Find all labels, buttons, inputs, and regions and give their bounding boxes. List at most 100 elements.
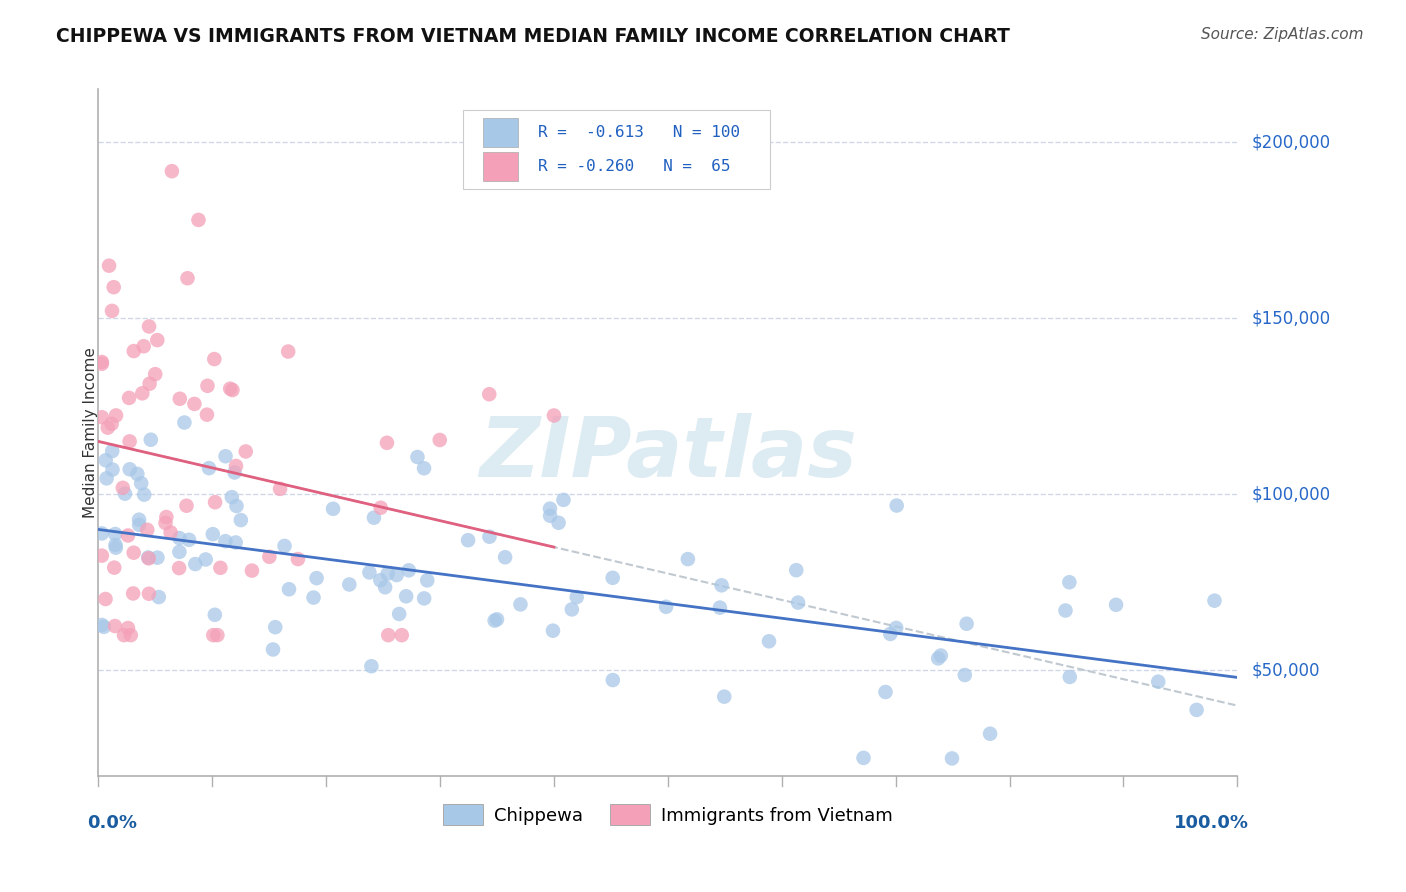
- Point: [131, 386, 153, 401]
- Point: [956, 616, 979, 631]
- Point: [1105, 598, 1128, 612]
- Point: [225, 535, 247, 549]
- Point: [98, 259, 121, 273]
- Text: $200,000: $200,000: [1251, 133, 1330, 151]
- Point: [886, 499, 908, 513]
- Point: [104, 541, 127, 555]
- Point: [337, 577, 360, 591]
- Point: [758, 634, 780, 648]
- Point: [169, 545, 191, 559]
- Point: [97, 420, 120, 434]
- Point: [543, 409, 565, 423]
- Point: [374, 580, 396, 594]
- Point: [117, 621, 139, 635]
- Bar: [484, 118, 517, 147]
- Point: [176, 271, 198, 285]
- Text: CHIPPEWA VS IMMIGRANTS FROM VIETNAM MEDIAN FAMILY INCOME CORRELATION CHART: CHIPPEWA VS IMMIGRANTS FROM VIETNAM MEDI…: [56, 27, 1010, 45]
- Point: [207, 628, 229, 642]
- Point: [269, 482, 291, 496]
- Point: [478, 387, 501, 401]
- Point: [457, 533, 479, 548]
- Point: [1054, 603, 1077, 617]
- Point: [204, 607, 226, 622]
- Point: [561, 602, 583, 616]
- Point: [277, 344, 299, 359]
- Point: [169, 392, 191, 406]
- Point: [202, 628, 225, 642]
- Point: [169, 531, 191, 545]
- Point: [229, 513, 252, 527]
- Point: [240, 564, 263, 578]
- Point: [941, 751, 963, 765]
- Point: [602, 571, 624, 585]
- Point: [221, 490, 243, 504]
- Point: [377, 566, 399, 581]
- Point: [167, 561, 190, 575]
- Point: [287, 552, 309, 566]
- Point: [929, 648, 952, 663]
- Point: [128, 517, 150, 532]
- Point: [494, 550, 516, 565]
- Text: Source: ZipAtlas.com: Source: ZipAtlas.com: [1201, 27, 1364, 42]
- Text: 0.0%: 0.0%: [87, 814, 136, 832]
- Point: [953, 668, 976, 682]
- Point: [710, 578, 733, 592]
- Point: [398, 563, 420, 577]
- Point: [129, 476, 152, 491]
- Point: [377, 628, 399, 642]
- Point: [101, 303, 124, 318]
- Point: [136, 523, 159, 537]
- Point: [136, 550, 159, 565]
- Point: [198, 461, 221, 475]
- Point: [429, 433, 451, 447]
- Point: [547, 516, 569, 530]
- Point: [138, 376, 160, 391]
- Point: [127, 467, 149, 481]
- Point: [360, 659, 382, 673]
- Point: [134, 488, 156, 502]
- Point: [103, 560, 125, 574]
- Point: [209, 561, 232, 575]
- Point: [235, 444, 257, 458]
- Point: [138, 319, 160, 334]
- Point: [214, 534, 236, 549]
- Point: [90, 549, 112, 563]
- Point: [90, 357, 112, 371]
- Point: [177, 533, 200, 547]
- Point: [485, 612, 508, 626]
- Point: [118, 462, 141, 476]
- Point: [90, 355, 112, 369]
- Point: [143, 367, 166, 381]
- Point: [264, 620, 287, 634]
- Point: [302, 591, 325, 605]
- Point: [104, 527, 127, 541]
- Point: [363, 510, 385, 524]
- Point: [112, 628, 135, 642]
- Point: [101, 444, 124, 458]
- Text: ZIPatlas: ZIPatlas: [479, 413, 856, 494]
- Point: [100, 417, 122, 431]
- Point: [159, 525, 181, 540]
- Point: [979, 727, 1001, 741]
- Point: [785, 563, 807, 577]
- FancyBboxPatch shape: [463, 110, 770, 189]
- Text: 100.0%: 100.0%: [1174, 814, 1249, 832]
- Point: [201, 527, 224, 541]
- Text: R = -0.260   N =  65: R = -0.260 N = 65: [538, 159, 731, 174]
- Legend: Chippewa, Immigrants from Vietnam: Chippewa, Immigrants from Vietnam: [436, 797, 900, 832]
- Point: [359, 566, 381, 580]
- Point: [509, 598, 531, 612]
- Point: [225, 499, 247, 513]
- Point: [187, 213, 209, 227]
- Point: [273, 539, 295, 553]
- Point: [114, 486, 136, 500]
- Point: [538, 501, 561, 516]
- Point: [122, 546, 145, 560]
- Point: [197, 379, 219, 393]
- Point: [541, 624, 564, 638]
- Text: R =  -0.613   N = 100: R = -0.613 N = 100: [538, 125, 740, 140]
- Point: [565, 590, 588, 604]
- Point: [90, 526, 112, 541]
- Point: [538, 508, 561, 523]
- Point: [879, 627, 901, 641]
